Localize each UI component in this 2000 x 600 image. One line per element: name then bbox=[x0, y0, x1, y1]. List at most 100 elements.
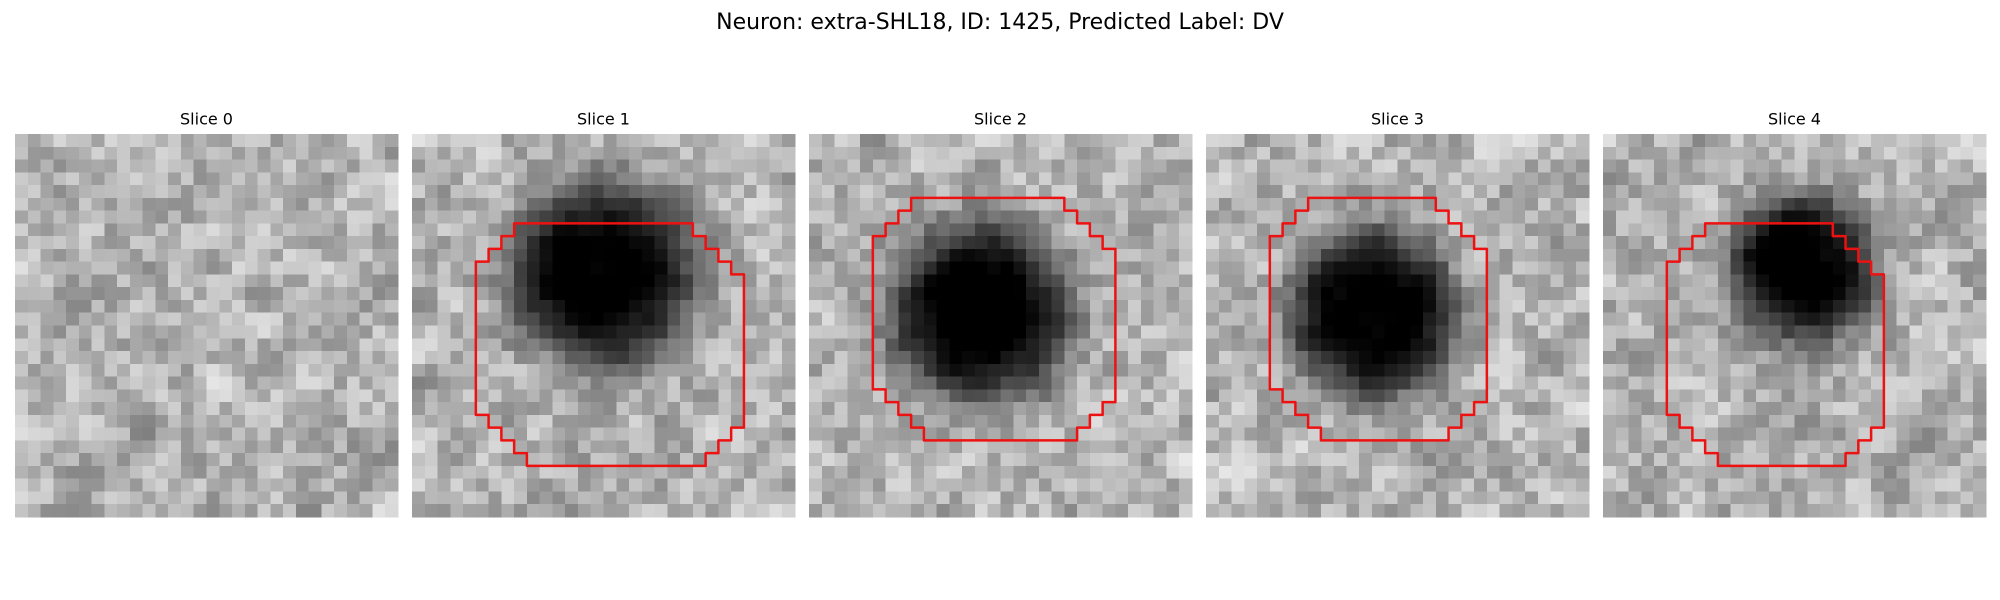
pixel bbox=[219, 248, 233, 262]
pixel bbox=[898, 376, 912, 390]
pixel bbox=[872, 414, 886, 428]
pixel bbox=[334, 185, 348, 199]
pixel bbox=[295, 197, 309, 211]
pixel bbox=[1026, 287, 1040, 301]
pixel bbox=[1743, 287, 1757, 301]
pixel bbox=[1026, 427, 1040, 441]
pixel bbox=[1794, 159, 1808, 173]
pixel bbox=[1512, 248, 1526, 262]
pixel bbox=[1231, 261, 1245, 275]
pixel bbox=[809, 504, 823, 518]
pixel bbox=[692, 325, 706, 339]
pixel bbox=[244, 363, 258, 377]
pixel bbox=[53, 491, 67, 505]
pixel bbox=[334, 197, 348, 211]
pixel bbox=[1115, 376, 1129, 390]
pixel bbox=[1140, 236, 1154, 250]
pixel bbox=[1153, 236, 1167, 250]
pixel bbox=[1359, 261, 1373, 275]
pixel bbox=[1947, 427, 1961, 441]
pixel bbox=[1934, 389, 1948, 403]
pixel bbox=[1679, 134, 1693, 148]
pixel bbox=[412, 325, 426, 339]
pixel bbox=[654, 210, 668, 224]
pixel bbox=[321, 351, 335, 365]
pixel bbox=[692, 338, 706, 352]
pixel bbox=[1397, 299, 1411, 314]
pixel bbox=[565, 402, 579, 416]
pixel bbox=[718, 491, 732, 505]
pixel bbox=[1269, 261, 1283, 275]
pixel bbox=[1486, 465, 1500, 479]
pixel bbox=[1666, 197, 1680, 211]
pixel bbox=[911, 261, 925, 275]
pixel bbox=[117, 504, 131, 518]
pixel bbox=[1960, 287, 1974, 301]
pixel bbox=[1820, 274, 1834, 288]
pixel bbox=[334, 312, 348, 326]
pixel bbox=[1115, 197, 1129, 211]
pixel bbox=[1730, 389, 1744, 403]
pixel bbox=[1397, 146, 1411, 160]
pixel bbox=[718, 465, 732, 479]
pixel bbox=[705, 325, 719, 339]
pixel bbox=[78, 427, 92, 441]
pixel bbox=[577, 351, 592, 365]
pixel bbox=[654, 389, 668, 403]
pixel bbox=[1934, 312, 1948, 326]
pixel bbox=[1064, 134, 1078, 148]
pixel bbox=[232, 159, 246, 173]
pixel bbox=[782, 402, 796, 416]
pixel bbox=[1013, 197, 1027, 211]
pixel bbox=[1038, 134, 1052, 148]
pixel bbox=[1781, 210, 1795, 224]
pixel bbox=[359, 185, 373, 199]
pixel bbox=[1883, 299, 1897, 314]
pixel bbox=[718, 299, 732, 314]
pixel bbox=[334, 453, 348, 467]
pixel bbox=[514, 172, 528, 186]
pixel bbox=[1051, 287, 1065, 301]
pixel bbox=[667, 236, 681, 250]
pixel bbox=[1397, 287, 1411, 301]
pixel bbox=[206, 236, 220, 250]
pixel bbox=[1960, 172, 1974, 186]
pixel bbox=[295, 146, 309, 160]
pixel bbox=[40, 478, 54, 492]
pixel bbox=[91, 427, 105, 441]
pixel bbox=[1423, 146, 1437, 160]
pixel bbox=[769, 453, 783, 467]
pixel bbox=[1871, 172, 1885, 186]
pixel bbox=[1140, 363, 1154, 377]
pixel bbox=[1474, 185, 1488, 199]
pixel bbox=[321, 440, 335, 454]
pixel bbox=[463, 197, 477, 211]
pixel bbox=[1435, 197, 1449, 211]
pixel bbox=[654, 325, 668, 339]
pixel bbox=[1550, 287, 1564, 301]
pixel bbox=[1576, 402, 1590, 416]
pixel bbox=[1179, 274, 1193, 288]
pixel bbox=[1461, 427, 1475, 441]
pixel bbox=[168, 402, 182, 416]
pixel bbox=[180, 185, 195, 199]
pixel bbox=[1128, 287, 1142, 301]
pixel bbox=[1359, 414, 1373, 428]
pixel bbox=[514, 363, 528, 377]
pixel bbox=[718, 159, 732, 173]
pixel bbox=[629, 491, 643, 505]
pixel bbox=[1231, 134, 1245, 148]
pixel bbox=[1499, 146, 1513, 160]
pixel bbox=[1832, 351, 1846, 365]
pixel bbox=[244, 287, 258, 301]
pixel bbox=[53, 134, 67, 148]
pixel bbox=[270, 172, 284, 186]
pixel bbox=[295, 261, 309, 275]
pixel bbox=[1845, 210, 1859, 224]
pixel bbox=[1603, 287, 1617, 301]
pixel bbox=[244, 312, 258, 326]
pixel bbox=[860, 504, 874, 518]
pixel bbox=[1064, 402, 1078, 416]
pixel bbox=[782, 465, 796, 479]
pixel bbox=[680, 376, 694, 390]
